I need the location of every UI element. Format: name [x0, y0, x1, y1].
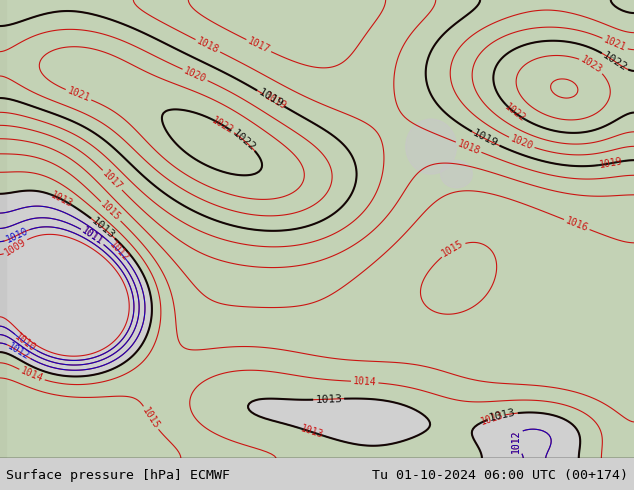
Ellipse shape	[406, 119, 456, 174]
Text: 1016: 1016	[564, 216, 590, 234]
Text: 1017: 1017	[101, 168, 124, 192]
Text: 1012: 1012	[511, 430, 521, 453]
Text: 1014: 1014	[19, 366, 44, 384]
Text: 1017: 1017	[246, 36, 271, 55]
Text: 1012: 1012	[6, 341, 32, 362]
Text: 1013: 1013	[49, 190, 74, 209]
Text: 1013: 1013	[89, 216, 117, 241]
Text: 1012: 1012	[511, 430, 521, 453]
Text: 1019: 1019	[599, 156, 624, 170]
Text: 1020: 1020	[183, 66, 208, 84]
Text: 1019: 1019	[471, 128, 500, 149]
Text: 1013: 1013	[315, 394, 342, 405]
Text: Tu 01-10-2024 06:00 UTC (00+174): Tu 01-10-2024 06:00 UTC (00+174)	[372, 469, 628, 482]
Text: 1022: 1022	[210, 115, 235, 135]
Text: 1021: 1021	[66, 86, 91, 104]
Ellipse shape	[441, 160, 472, 188]
Text: 1023: 1023	[579, 54, 604, 75]
Text: 1015: 1015	[140, 406, 161, 431]
Text: 1022: 1022	[230, 127, 257, 153]
Text: 1015: 1015	[99, 199, 122, 223]
Text: Surface pressure [hPa] ECMWF: Surface pressure [hPa] ECMWF	[6, 469, 230, 482]
Text: 1020: 1020	[509, 134, 534, 152]
Text: 1009: 1009	[3, 237, 28, 257]
Text: 1015: 1015	[440, 239, 465, 259]
Text: 1022: 1022	[601, 50, 629, 73]
Text: 1013: 1013	[479, 410, 505, 427]
Text: 1019: 1019	[256, 87, 285, 109]
Text: 1013: 1013	[299, 423, 325, 441]
Text: 1013: 1013	[488, 408, 517, 423]
Text: 1014: 1014	[353, 376, 377, 388]
Text: 1012: 1012	[107, 239, 131, 263]
Text: 1018: 1018	[456, 138, 481, 156]
Text: 1021: 1021	[602, 35, 628, 53]
Text: 1010: 1010	[13, 332, 38, 354]
Text: 1019: 1019	[263, 91, 288, 112]
Text: 1010: 1010	[4, 226, 30, 245]
Text: 1011: 1011	[80, 226, 105, 247]
Text: 1018: 1018	[195, 36, 221, 55]
Text: 1011: 1011	[80, 226, 105, 247]
Bar	[0, 0, 6, 458]
Text: 1022: 1022	[503, 102, 527, 124]
